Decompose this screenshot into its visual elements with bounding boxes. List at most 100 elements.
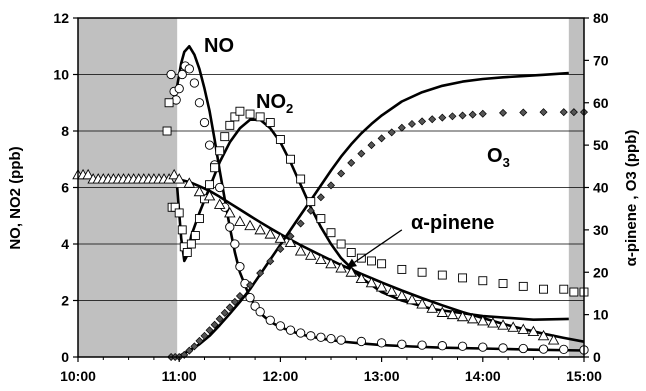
point-no-10 <box>205 141 213 149</box>
point-no2-4 <box>175 209 183 217</box>
point-no-32 <box>418 341 426 349</box>
point-no-34 <box>458 342 466 350</box>
point-no-36 <box>499 344 507 352</box>
point-no-23 <box>286 326 294 334</box>
point-o3-42 <box>560 109 567 116</box>
series-line-no2-3 <box>177 120 569 320</box>
point-no-18 <box>246 293 254 301</box>
point-no2-13 <box>211 164 219 172</box>
point-no-6 <box>185 65 193 73</box>
point-o3-26 <box>358 150 365 157</box>
point-no-35 <box>479 343 487 351</box>
point-pinene-28 <box>255 225 265 234</box>
annotation-o3-base: O <box>487 145 503 167</box>
x-tick-label-0: 10:00 <box>60 368 96 384</box>
right-tick-label-5: 50 <box>593 137 609 153</box>
left-tick-label-5: 10 <box>53 67 69 83</box>
point-no2-42 <box>570 288 578 296</box>
point-no2-5 <box>178 226 186 234</box>
annotation-no2: NO2 <box>256 91 293 116</box>
point-no2-22 <box>276 135 284 143</box>
point-no2-35 <box>438 271 446 279</box>
point-o3-41 <box>540 109 547 116</box>
point-no2-7 <box>183 248 191 256</box>
point-no-38 <box>539 345 547 353</box>
right-axis-label: α-pinene , O3 (ppb) <box>623 130 640 267</box>
x-tick-label-4: 14:00 <box>465 368 501 384</box>
point-o3-32 <box>419 118 426 125</box>
point-no-0 <box>167 70 175 78</box>
point-no2-31 <box>367 257 375 265</box>
point-no-14 <box>226 223 234 231</box>
annotation-o3-sub: 3 <box>503 155 510 170</box>
point-o3-30 <box>398 124 405 131</box>
point-no2-33 <box>398 265 406 273</box>
point-no2-9 <box>191 232 199 240</box>
point-no-25 <box>307 332 315 340</box>
point-no2-37 <box>479 277 487 285</box>
point-o3-34 <box>439 114 446 121</box>
point-no-39 <box>560 345 568 353</box>
point-no-3 <box>175 84 183 92</box>
point-no2-20 <box>256 113 264 121</box>
point-no2-34 <box>418 268 426 276</box>
point-no2-14 <box>216 147 224 155</box>
point-o3-31 <box>408 120 415 127</box>
point-no-21 <box>266 316 274 324</box>
point-no-28 <box>337 336 345 344</box>
left-tick-label-6: 12 <box>53 10 69 26</box>
point-o3-22 <box>317 194 324 201</box>
point-no2-15 <box>221 133 229 141</box>
left-axis-label: NO, NO2 (ppb) <box>7 146 24 249</box>
point-no-12 <box>215 183 223 191</box>
x-tick-label-2: 12:00 <box>262 368 298 384</box>
point-no-4 <box>178 70 186 78</box>
point-no-20 <box>256 308 264 316</box>
left-tick-label-3: 6 <box>61 180 69 196</box>
point-o3-27 <box>368 142 375 149</box>
annotation-pinene: α-pinene <box>411 212 494 234</box>
annotation-no2-base: NO <box>256 91 286 113</box>
right-tick-label-3: 30 <box>593 222 609 238</box>
point-no2-32 <box>378 260 386 268</box>
left-tick-label-2: 4 <box>61 236 69 252</box>
right-tick-label-1: 10 <box>593 307 609 323</box>
point-no2-19 <box>246 110 254 118</box>
point-no2-10 <box>195 215 203 223</box>
point-o3-33 <box>429 116 436 123</box>
point-no2-36 <box>459 274 467 282</box>
point-no2-24 <box>297 175 305 183</box>
point-no2-41 <box>560 285 568 293</box>
point-no2-0 <box>163 127 171 135</box>
point-no2-39 <box>519 282 527 290</box>
right-tick-label-0: 0 <box>593 349 601 365</box>
x-tick-label-3: 13:00 <box>364 368 400 384</box>
right-tick-label-7: 70 <box>593 52 609 68</box>
point-o3-36 <box>459 112 466 119</box>
point-no-9 <box>200 118 208 126</box>
point-no2-18 <box>236 107 244 115</box>
left-axis-ticks: 024681012 <box>53 10 78 365</box>
point-o3-24 <box>338 170 345 177</box>
point-no-26 <box>317 333 325 341</box>
right-tick-label-4: 40 <box>593 180 609 196</box>
point-no2-12 <box>206 181 214 189</box>
point-no-31 <box>398 340 406 348</box>
x-tick-label-1: 11:00 <box>162 368 197 384</box>
point-pinene-27 <box>245 221 255 230</box>
point-no2-8 <box>187 240 195 248</box>
point-o3-37 <box>469 111 476 118</box>
x-axis-ticks: 10:00 11:00 12:00 13:00 14:00 15:00 <box>60 357 602 384</box>
pinene-arrow <box>354 230 401 262</box>
x-tick-label-5: 15:00 <box>566 368 602 384</box>
point-o3-40 <box>520 109 527 116</box>
point-no2-1 <box>165 99 173 107</box>
series-lines <box>177 46 584 357</box>
point-no-8 <box>195 99 203 107</box>
point-no-7 <box>190 79 198 87</box>
point-no2-23 <box>287 155 295 163</box>
annotation-no2-sub: 2 <box>286 101 293 116</box>
point-no2-26 <box>317 215 325 223</box>
point-no2-21 <box>266 119 274 127</box>
